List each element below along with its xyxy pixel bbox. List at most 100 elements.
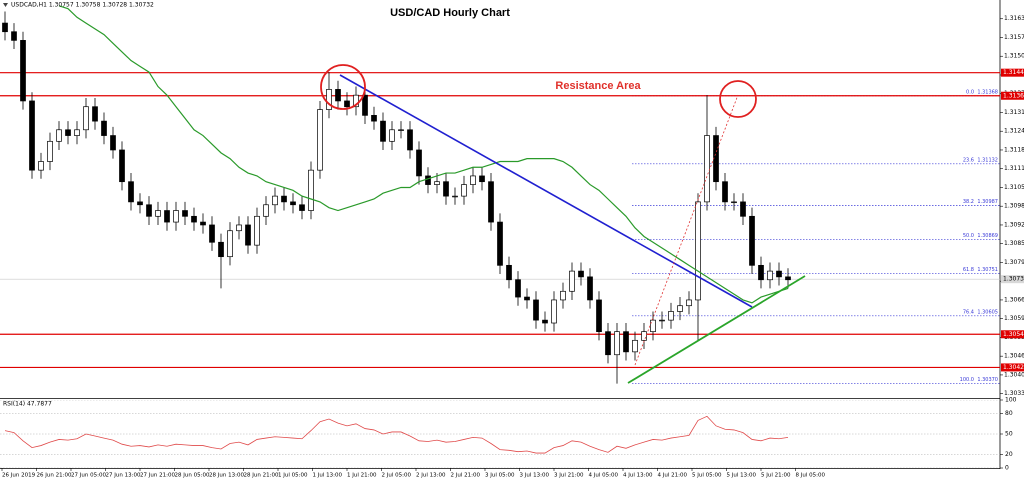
candle-body [290,201,296,206]
candle-body [281,195,287,203]
fib-level-price: 1.30869 [977,233,998,239]
fib-level-name: 76.4 [963,309,974,315]
rsi-panel [0,400,1000,468]
candle-body [515,279,521,298]
chart-header: USDCAD,H1 1.30757 1.30758 1.30728 1.3073… [11,2,154,9]
candle-body [605,331,611,356]
candle-body [308,169,314,211]
candle-body [443,181,449,197]
candle-body [731,201,737,204]
fib-level-name: 50.0 [963,233,974,239]
candle-body [740,201,746,217]
candle-body [569,270,575,292]
candle-body [407,129,413,151]
annotation: Resistance Area [555,80,641,92]
rsi-tick-label: 0 [1005,465,1009,472]
candle-body [641,331,647,341]
candle-body [326,89,332,110]
rsi-line [4,415,789,454]
y-tick-label: 1.31635 [1004,15,1024,22]
highlight-circle [320,64,366,110]
moving-average [58,5,789,304]
candle-body [470,175,476,185]
candle-body [695,201,701,301]
y-tick-label: 1.31115 [1004,165,1024,172]
candle-body [551,299,557,324]
rsi-tick-label: 80 [1005,410,1013,417]
x-tick-label: 2 Jul 21:00 [451,473,481,479]
menu-icon [3,3,8,7]
candle-body [2,22,8,33]
fib-level-name: 23.6 [963,157,974,163]
candle-body [785,276,791,281]
candle-body [677,305,683,312]
candle-body [425,175,431,185]
support-line [627,275,806,384]
fib-level-price: 1.30987 [977,199,998,205]
candle-body [263,204,269,217]
candle-body [389,129,395,142]
candle-body [11,31,17,41]
candle-body [659,319,665,322]
x-tick-label: 5 Jul 13:00 [727,473,757,479]
y-tick-label: 1.30660 [1004,296,1024,303]
current-price-label: 1.30732 [1003,276,1024,283]
x-tick-label: 26 Jun 21:00 [37,473,72,479]
candle-body [371,115,377,122]
y-tick-label: 1.30985 [1004,203,1024,210]
y-tick-label: 1.30790 [1004,259,1024,266]
candle-body [272,195,278,206]
y-tick-label: 1.30595 [1004,315,1024,322]
x-tick-label: 2 Jul 05:00 [382,473,412,479]
candle-body [587,276,593,301]
highlight-circle [719,80,757,118]
candle-body [650,319,656,333]
x-tick-label: 3 Jul 13:00 [520,473,550,479]
candle-body [317,109,323,171]
candle-body [227,230,233,258]
fib-level-price: 1.31368 [977,89,998,95]
rsi-title: RSI(14) 47.7877 [3,401,52,408]
candle-body [74,129,80,136]
candle-body [524,296,530,301]
candle-body [83,106,89,131]
candle-body [506,264,512,281]
y-tick-label: 1.30400 [1004,371,1024,378]
candle-body [713,135,719,183]
candle-body [776,270,782,278]
x-tick-label: 26 Jun 2019 [2,473,36,479]
x-tick-label: 1 Jul 21:00 [347,473,377,479]
y-tick-label: 1.30465 [1004,353,1024,360]
candle-body [722,181,728,203]
x-tick-label: 5 Jul 21:00 [761,473,791,479]
x-tick-label: 4 Jul 21:00 [658,473,688,479]
candle-body [614,331,620,356]
candle-body [236,224,242,232]
candle-body [191,215,197,223]
candle-body [164,210,170,223]
candle-body [578,270,584,278]
candle-body [56,129,62,142]
x-tick-label: 8 Jul 05:00 [796,473,826,479]
candle-body [200,221,206,226]
fib-level-name: 38.2 [963,199,974,205]
x-tick-label: 28 Jun 13:00 [209,473,244,479]
candle-body [38,161,44,171]
y-tick-label: 1.31180 [1004,146,1024,153]
candle-body [434,181,440,185]
candle-body [137,201,143,206]
trend-line [339,74,753,308]
y-tick-label: 1.30920 [1004,221,1024,228]
x-tick-label: 3 Jul 05:00 [485,473,515,479]
x-tick-label: 27 Jun 21:00 [140,473,175,479]
x-tick-label: 27 Jun 05:00 [71,473,106,479]
candle-body [380,120,386,142]
fib-level-price: 1.30370 [977,377,998,383]
candle-body [209,224,215,243]
fib-level-name: 0.0 [966,89,974,95]
candle-body [155,210,161,217]
fib-level-name: 61.8 [963,267,974,273]
